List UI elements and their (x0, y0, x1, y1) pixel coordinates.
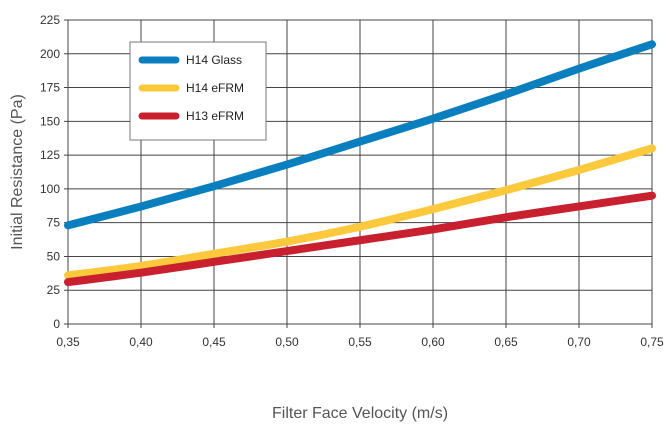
series-lines (64, 40, 656, 287)
y-tick-label: 125 (40, 148, 60, 162)
y-tick-label: 200 (40, 47, 60, 61)
y-tick-label: 75 (47, 216, 61, 230)
series-line-h14-glass (64, 40, 656, 230)
x-tick-label: 0,55 (348, 335, 372, 349)
y-tick-label: 25 (47, 283, 61, 297)
y-tick-label: 0 (53, 317, 60, 331)
x-tick-label: 0,65 (494, 335, 518, 349)
x-tick-label: 0,40 (129, 335, 153, 349)
x-tick-label: 0,50 (275, 335, 299, 349)
y-tick-label: 100 (40, 182, 60, 196)
legend: H14 Glass H14 eFRM H13 eFRM (129, 41, 267, 141)
y-tick-label: 175 (40, 81, 60, 95)
legend-label-h13-efrm: H13 eFRM (186, 109, 244, 123)
y-axis-title: Initial Resistance (Pa) (9, 94, 26, 250)
series-line-h14-efrm (64, 144, 656, 280)
y-tick-labels: 0 25 50 75 100 125 150 175 200 225 (40, 13, 60, 331)
x-tick-label: 0,35 (56, 335, 80, 349)
y-tick-label: 150 (40, 114, 60, 128)
x-tick-label: 0,75 (640, 335, 664, 349)
legend-label-h14-glass: H14 Glass (186, 53, 242, 67)
y-tick-label: 225 (40, 13, 60, 27)
x-tick-labels: 0,35 0,40 0,45 0,50 0,55 0,60 0,65 0,70 0,75 (56, 335, 664, 349)
y-tick-label: 50 (47, 249, 61, 263)
x-axis-title: Filter Face Velocity (m/s) (272, 405, 448, 422)
x-tick-label: 0,60 (421, 335, 445, 349)
series-line-h13-efrm (64, 191, 656, 287)
x-tick-label: 0,45 (202, 335, 226, 349)
legend-label-h14-efrm: H14 eFRM (186, 81, 244, 95)
x-tick-label: 0,70 (567, 335, 591, 349)
